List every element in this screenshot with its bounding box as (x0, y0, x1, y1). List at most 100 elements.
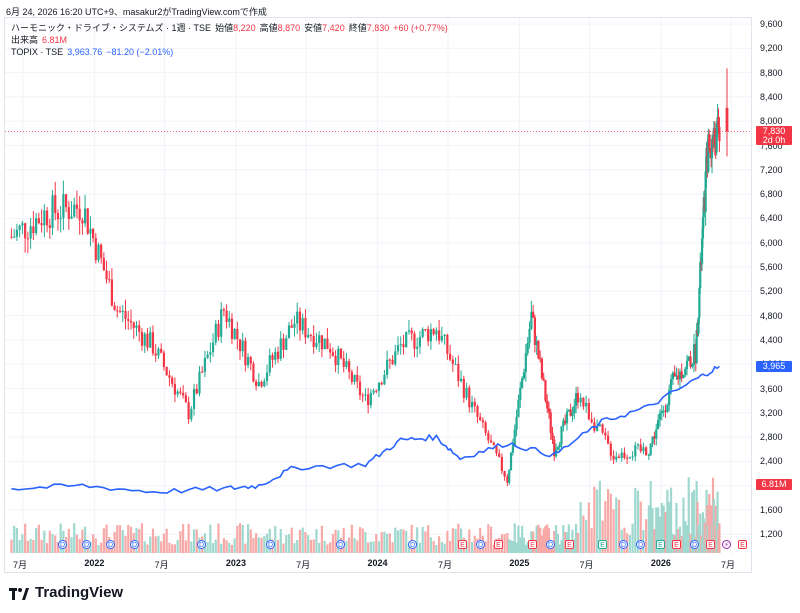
dividend-marker[interactable]: D (690, 540, 699, 549)
volume-bar (21, 534, 24, 553)
legend-symbol[interactable]: ハーモニック・ドライブ・システムズ · 1週 · TSE (11, 23, 212, 33)
volume-bar (187, 523, 190, 553)
candle-body (526, 342, 529, 354)
earnings-marker[interactable]: E (738, 540, 747, 549)
dividend-marker[interactable]: D (106, 540, 115, 549)
x-tick-label: 7月 (154, 560, 169, 570)
volume-bar (601, 520, 604, 553)
volume-bar (535, 525, 538, 553)
dividend-marker[interactable]: D (130, 540, 139, 549)
volume-bar (320, 525, 324, 553)
candle-body (707, 134, 710, 172)
dividend-marker[interactable]: D (82, 540, 91, 549)
dividend-marker[interactable]: D (476, 540, 485, 549)
volume-bar (639, 501, 642, 553)
volume-bar (358, 527, 362, 553)
volume-bar (657, 507, 660, 553)
volume-bar (304, 532, 307, 553)
candle-body (171, 377, 174, 384)
candle-body (569, 409, 572, 416)
dividend-marker[interactable]: D (546, 540, 555, 549)
candle-body (45, 210, 49, 226)
candle-body (192, 388, 196, 409)
candle-body (249, 357, 252, 364)
volume-bar (369, 541, 372, 553)
candle-body (350, 371, 353, 382)
candle-body (421, 329, 424, 337)
candle-body (377, 382, 381, 391)
candle-body (222, 309, 226, 311)
candle-body (532, 311, 535, 318)
volume-bar (94, 538, 97, 553)
legend-open-value: 8,220 (233, 23, 256, 33)
volume-bar (560, 540, 563, 553)
candle-body (312, 335, 315, 347)
candle-body (246, 357, 250, 366)
earnings-marker[interactable]: E (672, 540, 681, 549)
volume-bar (73, 523, 76, 553)
volume-bar (647, 505, 650, 553)
candle-body (97, 244, 100, 261)
volume-bar (83, 526, 87, 553)
candle-body (567, 409, 570, 412)
earnings-marker[interactable]: E (656, 540, 665, 549)
candle-body (459, 378, 463, 382)
candle-body (540, 358, 544, 379)
volume-bar (282, 543, 285, 553)
candle-body (587, 402, 590, 420)
volume-bar (526, 541, 529, 553)
volume-bar (89, 541, 92, 553)
dividend-marker[interactable]: D (266, 540, 275, 549)
volume-bar (298, 529, 302, 553)
candle-body (582, 397, 585, 407)
candle-body (576, 392, 580, 403)
dividend-marker[interactable]: D (636, 540, 645, 549)
y-tick-label: 4,800 (760, 310, 783, 321)
volume-bar (388, 533, 391, 553)
dividend-marker[interactable]: D (197, 540, 206, 549)
candle-body (521, 378, 524, 388)
earnings-marker[interactable]: E (706, 540, 715, 549)
candle-body (537, 340, 540, 359)
volume-bar (260, 537, 263, 553)
earnings-marker[interactable]: E (528, 540, 537, 549)
candle-body (391, 359, 394, 365)
volume-bar (539, 527, 542, 553)
legend-compare-value: 3,963.76 (67, 47, 103, 57)
volume-bar (427, 525, 430, 553)
volume-bar (416, 527, 419, 553)
volume-bar (506, 533, 509, 553)
legend-close-value: 7,830 (366, 23, 390, 33)
split-marker[interactable]: ⚡ (722, 540, 731, 549)
dividend-marker[interactable]: D (58, 540, 67, 549)
earnings-marker[interactable]: E (458, 540, 467, 549)
dividend-marker[interactable]: D (408, 540, 417, 549)
candle-body (454, 363, 457, 365)
candle-body (233, 328, 236, 339)
earnings-marker[interactable]: E (494, 540, 503, 549)
legend-low-value: 7,420 (322, 23, 345, 33)
volume-bar (138, 529, 141, 553)
candle-body (83, 208, 87, 224)
earnings-marker[interactable]: E (598, 540, 607, 549)
volume-bar (503, 534, 506, 553)
legend-compare-symbol[interactable]: TOPIX · TSE (11, 47, 64, 57)
volume-bar (10, 539, 13, 553)
candle-body (449, 353, 452, 360)
candle-body (655, 429, 658, 439)
candle-body (113, 305, 116, 311)
candle-body (92, 228, 95, 239)
candle-body (56, 213, 60, 219)
candle-body (446, 334, 449, 354)
dividend-marker[interactable]: D (619, 540, 628, 549)
candle-body (416, 346, 419, 349)
y-tick-label: 1,600 (760, 505, 783, 515)
dividend-marker[interactable]: D (336, 540, 345, 549)
earnings-marker[interactable]: E (565, 540, 574, 549)
tradingview-brand: TradingView (9, 584, 123, 601)
candle-body (651, 436, 654, 444)
candle-body (105, 270, 108, 280)
x-tick-label: 7月 (13, 560, 28, 570)
volume-bar (651, 508, 654, 553)
